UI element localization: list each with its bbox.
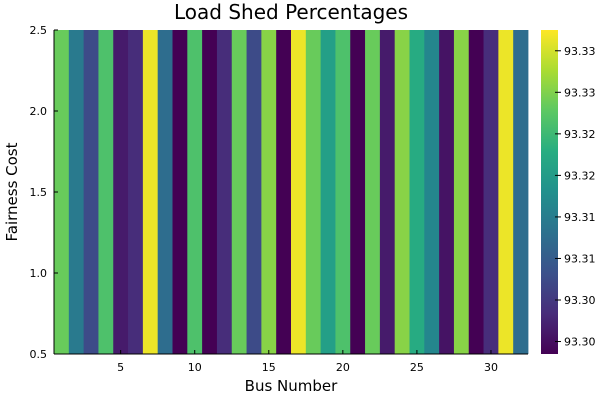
heatmap-cell-bus-19 (320, 30, 336, 354)
x-tick-label: 20 (336, 361, 350, 374)
y-tick-label: 1.5 (30, 186, 48, 199)
heatmap-cell-bus-8 (157, 30, 173, 354)
colorbar-tick-label: 93.32 (564, 128, 596, 141)
heatmap-cell-bus-18 (305, 30, 322, 354)
heatmap-cell-bus-27 (439, 30, 455, 354)
colorbar-tick-label: 93.30 (564, 336, 596, 349)
heatmap-cell-bus-12 (216, 30, 233, 354)
heatmap-cell-bus-11 (202, 30, 218, 354)
x-tick-label: 10 (188, 361, 202, 374)
heatmap-cell-bus-21 (350, 30, 366, 354)
y-tick-label: 2.0 (30, 105, 48, 118)
x-axis-label: Bus Number (245, 377, 338, 395)
heatmap-cell-bus-3 (83, 30, 99, 354)
heatmap-cell-bus-4 (98, 30, 114, 354)
heatmap-cell-bus-10 (187, 30, 203, 354)
colorbar-tick-label: 93.31 (564, 252, 596, 265)
heatmap-cell-bus-29 (468, 30, 484, 354)
x-tick-label: 15 (262, 361, 276, 374)
y-tick-label: 1.0 (30, 267, 48, 280)
y-tick-label: 2.5 (30, 24, 48, 37)
heatmap-cell-bus-6 (128, 30, 144, 354)
y-axis-label: Fairness Cost (3, 142, 21, 241)
x-ticks: 5 10 15 20 25 30 (117, 350, 498, 374)
x-tick-label: 5 (117, 361, 124, 374)
heatmap-cells (54, 30, 529, 354)
heatmap-cell-bus-23 (379, 30, 396, 354)
heatmap-cell-bus-2 (68, 30, 85, 354)
colorbar-tick-label: 93.33 (564, 86, 596, 99)
heatmap-cell-bus-22 (365, 30, 381, 354)
x-tick-label: 30 (484, 361, 498, 374)
heatmap-cell-bus-17 (291, 30, 307, 354)
chart-title: Load Shed Percentages (174, 0, 408, 24)
colorbar-tick-label: 93.31 (564, 211, 596, 224)
heatmap-cell-bus-15 (261, 30, 277, 354)
y-tick-label: 0.5 (30, 348, 48, 361)
heatmap-cell-bus-26 (424, 30, 440, 354)
heatmap-cell-bus-16 (276, 30, 292, 354)
colorbar-ticks: 93.30 93.30 93.31 93.31 93.32 93.32 93.33 93.33 (555, 45, 596, 349)
y-ticks: 0.5 1.0 1.5 2.0 2.5 (30, 24, 58, 361)
heatmap-cell-bus-7 (142, 30, 159, 354)
colorbar-tick-label: 93.33 (564, 45, 596, 58)
x-tick-label: 25 (410, 361, 424, 374)
heatmap-cell-bus-24 (394, 30, 410, 354)
heatmap-cell-bus-28 (453, 30, 470, 354)
heatmap-cell-bus-32 (513, 30, 529, 354)
heatmap-cell-bus-5 (113, 30, 129, 354)
colorbar-tick-label: 93.30 (564, 294, 596, 307)
colorbar-tick-label: 93.32 (564, 169, 596, 182)
heatmap-cell-bus-25 (409, 30, 425, 354)
heatmap-cell-bus-14 (246, 30, 262, 354)
heatmap-cell-bus-30 (483, 30, 499, 354)
colorbar (541, 30, 558, 354)
heatmap-cell-bus-31 (498, 30, 514, 354)
heatmap-cell-bus-20 (335, 30, 351, 354)
heatmap-cell-bus-13 (231, 30, 247, 354)
heatmap-cell-bus-9 (172, 30, 188, 354)
